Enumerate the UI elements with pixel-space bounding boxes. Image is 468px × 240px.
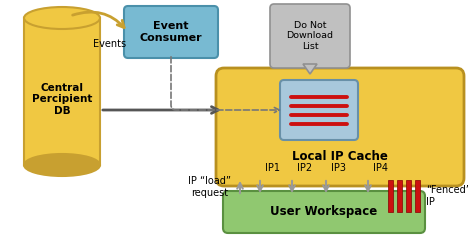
Bar	[24, 18, 100, 165]
Ellipse shape	[24, 7, 100, 29]
Text: Local IP Cache: Local IP Cache	[292, 150, 388, 162]
FancyBboxPatch shape	[124, 6, 218, 58]
Text: Do Not
Download
List: Do Not Download List	[286, 21, 334, 51]
FancyArrowPatch shape	[73, 12, 124, 28]
Text: User Workspace: User Workspace	[271, 205, 378, 218]
Text: Central
Percipient
DB: Central Percipient DB	[32, 83, 92, 116]
Text: IP “load”
request: IP “load” request	[189, 176, 232, 198]
Bar	[415, 180, 420, 212]
FancyBboxPatch shape	[280, 80, 358, 140]
Text: IP2: IP2	[297, 163, 312, 173]
FancyBboxPatch shape	[216, 68, 464, 186]
Text: IP4: IP4	[373, 163, 388, 173]
FancyBboxPatch shape	[223, 191, 425, 233]
Bar	[397, 180, 402, 212]
Bar	[406, 180, 411, 212]
Text: IP3: IP3	[331, 163, 346, 173]
FancyBboxPatch shape	[270, 4, 350, 68]
Bar	[388, 180, 393, 212]
Text: IP1: IP1	[265, 163, 280, 173]
Ellipse shape	[24, 154, 100, 176]
Text: Events: Events	[94, 39, 126, 49]
Polygon shape	[303, 64, 317, 74]
Text: Event
Consumer: Event Consumer	[139, 21, 202, 43]
Text: “Fenced”
IP: “Fenced” IP	[426, 185, 468, 207]
